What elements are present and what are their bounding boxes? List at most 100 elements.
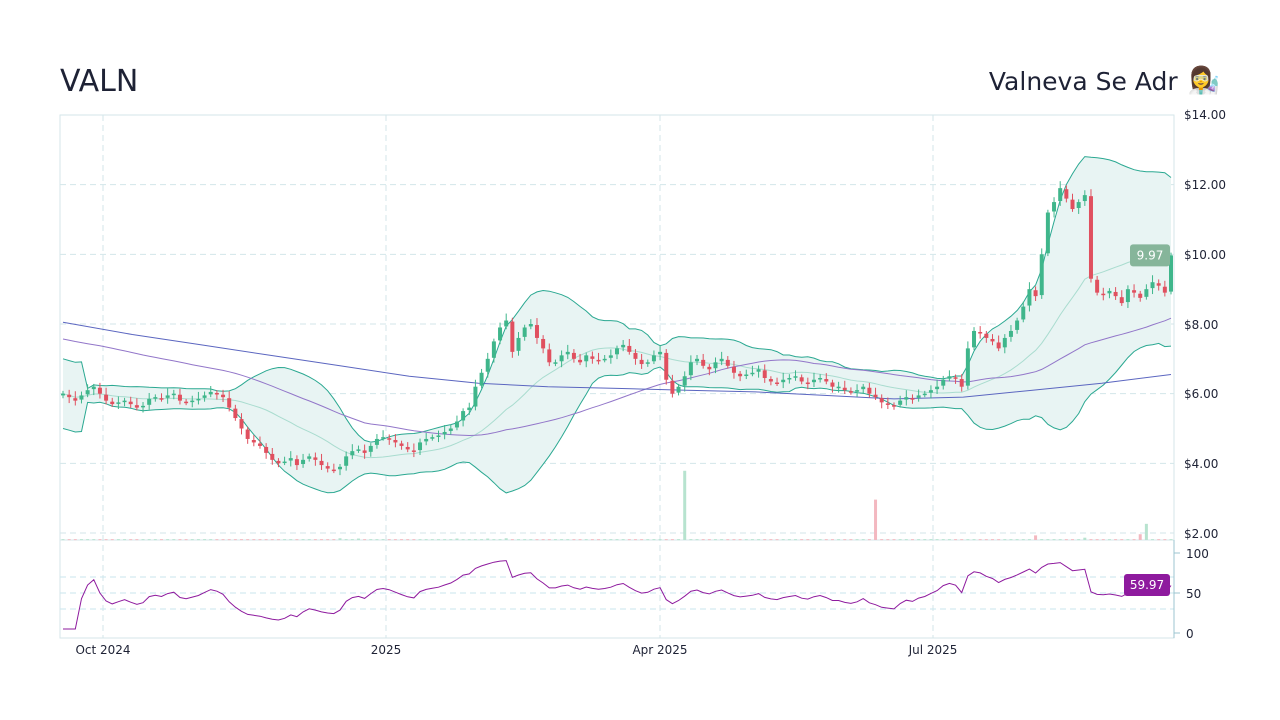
- rsi-tick: 50: [1186, 587, 1201, 601]
- candle-body: [1138, 293, 1143, 298]
- candle-body: [848, 391, 853, 393]
- volume-bar: [480, 539, 484, 541]
- volume-bar: [1040, 539, 1044, 541]
- volume-bar: [609, 539, 613, 541]
- candle-body: [214, 392, 219, 395]
- volume-bar: [486, 538, 490, 540]
- volume-bar: [584, 539, 588, 541]
- volume-bar: [326, 539, 330, 541]
- candle-body: [664, 352, 669, 380]
- candle-body: [621, 344, 626, 348]
- volume-bar: [1120, 539, 1124, 541]
- volume-bar: [763, 539, 767, 541]
- candle-body: [811, 379, 816, 383]
- candle-body: [1095, 279, 1100, 293]
- candle-body: [1150, 282, 1155, 289]
- volume-bar: [984, 539, 988, 541]
- volume-bar: [166, 539, 170, 541]
- volume-bar: [344, 539, 348, 541]
- candle-body: [750, 372, 755, 375]
- candle-body: [1070, 199, 1075, 210]
- candle-body: [898, 400, 903, 405]
- volume-bar: [670, 539, 674, 541]
- candle-body: [824, 379, 829, 382]
- candle-body: [442, 431, 447, 435]
- volume-bar: [86, 539, 90, 541]
- volume-bar: [627, 539, 631, 541]
- candle-body: [301, 459, 306, 465]
- candle-body: [491, 341, 496, 358]
- volume-bar: [941, 539, 945, 541]
- candlesticks: [61, 181, 1173, 476]
- last-price-label: 9.97: [1137, 248, 1164, 262]
- volume-bar: [1157, 539, 1161, 541]
- candle-body: [177, 394, 182, 401]
- candle-body: [516, 337, 521, 351]
- candle-body: [1027, 289, 1032, 306]
- volume-bar: [744, 539, 748, 541]
- candle-body: [1132, 290, 1137, 293]
- candle-body: [818, 377, 823, 380]
- candle-body: [245, 429, 250, 439]
- volume-bar: [1034, 535, 1038, 540]
- candle-body: [91, 386, 96, 390]
- volume-bar: [98, 539, 102, 541]
- candle-body: [202, 395, 207, 398]
- volume-bar: [159, 539, 163, 541]
- candle-body: [861, 386, 866, 390]
- volume-bar: [806, 539, 810, 541]
- candle-body: [282, 461, 287, 464]
- company-name: Valneva Se Adr: [988, 66, 1178, 96]
- volume-bar: [221, 539, 225, 541]
- candle-body: [1107, 290, 1112, 294]
- volume-bar: [615, 539, 619, 541]
- volume-bar: [233, 539, 237, 541]
- volume-bar: [886, 539, 890, 541]
- candle-body: [479, 372, 484, 386]
- candle-body: [374, 438, 379, 445]
- candle-body: [251, 439, 256, 443]
- volume-bar: [135, 539, 139, 541]
- volume-bar: [1126, 539, 1130, 541]
- candle-body: [941, 379, 946, 386]
- volume-bar: [566, 539, 570, 541]
- volume-bar: [818, 539, 822, 541]
- volume-bar: [590, 539, 594, 541]
- volume-bar: [726, 539, 730, 541]
- price-tick: $8.00: [1184, 318, 1218, 332]
- volume-bar: [387, 539, 391, 541]
- candle-body: [904, 397, 909, 400]
- volume-bar: [701, 539, 705, 541]
- volume-bar: [880, 539, 884, 541]
- candle-body: [153, 397, 158, 399]
- volume-bar: [375, 539, 379, 541]
- volume-bar: [449, 539, 453, 541]
- candle-body: [110, 401, 115, 405]
- volume-bar: [1163, 539, 1167, 541]
- x-tick: Jul 2025: [908, 643, 958, 657]
- volume-bar: [1009, 539, 1013, 541]
- volume-bar: [1138, 534, 1142, 540]
- moving-averages: [62, 317, 1172, 437]
- volume-bar: [510, 539, 514, 541]
- volume-bar: [572, 539, 576, 541]
- volume-bar: [1021, 539, 1025, 541]
- candle-body: [627, 345, 632, 352]
- candle-body: [892, 405, 896, 407]
- candle-body: [288, 458, 293, 461]
- volume-bar: [104, 539, 108, 541]
- volume-bar: [301, 539, 305, 541]
- candle-body: [651, 355, 656, 362]
- volume-bar: [147, 539, 151, 541]
- volume-bar: [1144, 523, 1148, 540]
- volume-bar: [443, 539, 447, 541]
- candle-body: [633, 352, 638, 359]
- candle-body: [602, 358, 607, 361]
- bollinger-bands: [62, 156, 1172, 494]
- volume-bar: [812, 539, 816, 541]
- candle-body: [411, 450, 416, 452]
- volume-bar: [923, 539, 927, 541]
- candle-body: [768, 379, 773, 382]
- volume-bar: [467, 539, 471, 541]
